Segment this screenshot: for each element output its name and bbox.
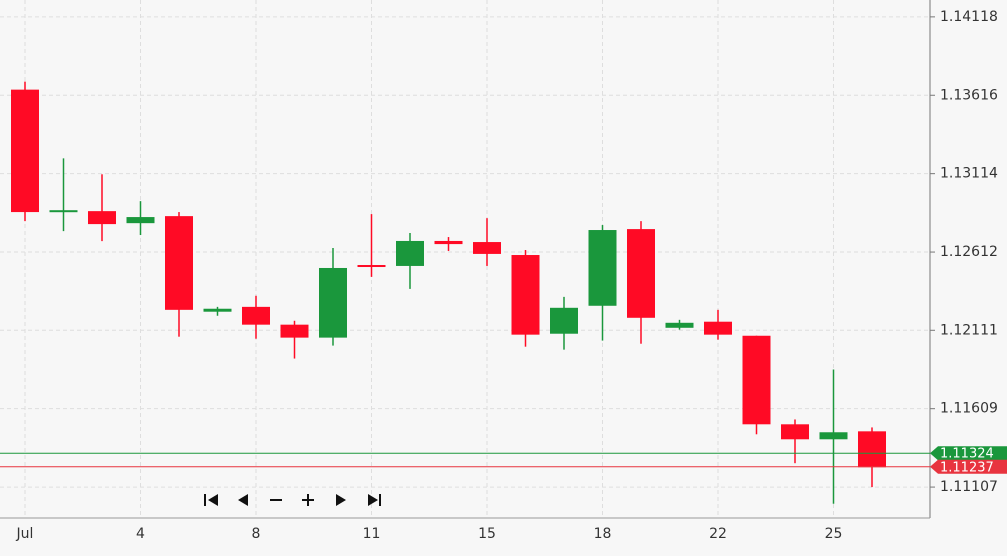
grid xyxy=(0,0,930,518)
candle-body xyxy=(242,306,270,325)
x-tick-label: 22 xyxy=(709,526,727,542)
candles xyxy=(11,81,886,504)
candle-body xyxy=(434,240,463,245)
candle-body xyxy=(819,432,848,440)
candle-body xyxy=(319,267,347,338)
candle-body xyxy=(357,265,386,268)
candle-body xyxy=(280,324,309,338)
y-tick-label: 1.12612 xyxy=(940,244,998,260)
candle-body xyxy=(165,216,193,310)
x-tick-label: 8 xyxy=(252,526,261,542)
scroll-right[interactable] xyxy=(336,494,346,506)
candle-body xyxy=(858,431,886,468)
y-tick-label: 1.11107 xyxy=(940,479,998,495)
candle-body xyxy=(49,210,78,213)
candle-body xyxy=(704,321,732,335)
price-tag xyxy=(930,446,1007,461)
y-tick-label: 1.13616 xyxy=(940,87,998,103)
price-tag-label: 1.11237 xyxy=(940,460,994,475)
candle-body xyxy=(742,335,771,425)
navigation xyxy=(204,494,381,506)
candle-body xyxy=(203,308,232,312)
zoom-in[interactable] xyxy=(302,494,314,506)
zoom-out[interactable] xyxy=(270,499,282,501)
candle-body xyxy=(11,89,39,213)
price-tag-label: 1.11324 xyxy=(940,447,994,462)
candle-body xyxy=(588,230,617,306)
x-tick-label: 18 xyxy=(594,526,612,542)
x-tick-label: 11 xyxy=(363,526,381,542)
candle-body xyxy=(627,229,655,318)
go-first[interactable] xyxy=(204,494,218,506)
candle-body xyxy=(473,242,501,254)
candle-body xyxy=(550,307,578,334)
candle-body xyxy=(665,322,694,328)
x-tick-label: Jul xyxy=(16,526,34,542)
scroll-left[interactable] xyxy=(238,494,248,506)
candle-body xyxy=(396,240,424,266)
candle-body xyxy=(88,211,116,225)
x-tick-label: 4 xyxy=(136,526,145,542)
price-tag xyxy=(930,459,1007,474)
y-tick-label: 1.14118 xyxy=(940,9,998,25)
candle-body xyxy=(126,217,155,224)
go-last[interactable] xyxy=(368,494,381,506)
x-tick-label: 15 xyxy=(478,526,496,542)
y-tick-label: 1.11609 xyxy=(940,401,998,417)
y-tick-label: 1.13114 xyxy=(940,166,998,182)
x-tick-label: 25 xyxy=(825,526,843,542)
candle-body xyxy=(781,424,809,440)
candle-body xyxy=(511,255,540,335)
y-tick-label: 1.12111 xyxy=(940,322,998,338)
